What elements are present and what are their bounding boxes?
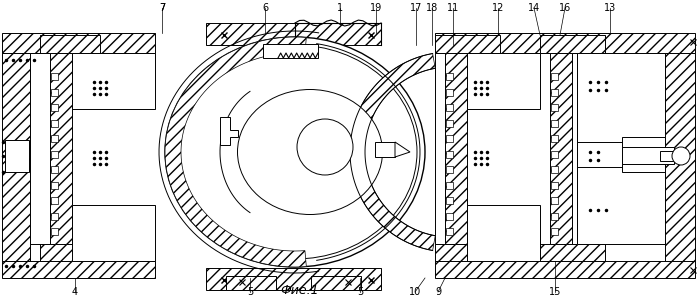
Bar xyxy=(622,147,674,164)
Bar xyxy=(446,228,453,235)
Bar xyxy=(551,104,558,111)
Text: 11: 11 xyxy=(447,3,459,13)
Polygon shape xyxy=(165,37,306,267)
Text: 7: 7 xyxy=(159,3,165,13)
Text: 15: 15 xyxy=(549,287,561,297)
Polygon shape xyxy=(220,117,238,145)
Text: 13: 13 xyxy=(604,3,616,13)
Bar xyxy=(40,35,100,53)
Text: 4: 4 xyxy=(72,287,78,297)
Text: 1: 1 xyxy=(337,3,343,13)
Text: Фие.1: Фие.1 xyxy=(281,284,319,297)
Bar xyxy=(540,35,605,53)
Bar xyxy=(446,197,453,204)
Ellipse shape xyxy=(165,37,425,267)
Bar xyxy=(446,73,453,80)
Bar xyxy=(446,182,453,188)
Bar xyxy=(622,137,665,172)
Bar xyxy=(550,53,572,244)
Bar xyxy=(311,276,361,290)
Bar xyxy=(446,135,453,142)
Bar xyxy=(51,182,58,188)
Bar xyxy=(50,53,72,244)
Bar xyxy=(467,205,540,261)
Bar xyxy=(51,104,58,111)
Bar xyxy=(226,276,276,290)
Polygon shape xyxy=(350,53,435,251)
Bar xyxy=(51,88,58,95)
Bar xyxy=(467,53,540,109)
Bar xyxy=(2,33,155,53)
Bar xyxy=(551,88,558,95)
Bar xyxy=(435,261,695,278)
Bar xyxy=(577,53,665,244)
Bar xyxy=(206,23,381,45)
Bar xyxy=(51,212,58,220)
Bar xyxy=(551,119,558,127)
Bar xyxy=(51,151,58,158)
Bar xyxy=(72,53,155,109)
Ellipse shape xyxy=(173,45,417,259)
Bar xyxy=(551,151,558,158)
Ellipse shape xyxy=(238,89,382,214)
Text: 18: 18 xyxy=(426,3,438,13)
Bar xyxy=(446,88,453,95)
Bar xyxy=(2,261,155,278)
Bar xyxy=(51,73,58,80)
Bar xyxy=(665,53,695,261)
Bar xyxy=(435,33,695,53)
Text: 12: 12 xyxy=(492,3,504,13)
Bar xyxy=(660,151,682,161)
Bar xyxy=(375,142,395,157)
Bar xyxy=(263,44,318,58)
Text: 7: 7 xyxy=(159,3,165,13)
Text: 14: 14 xyxy=(528,3,540,13)
Bar xyxy=(5,140,29,172)
Circle shape xyxy=(297,119,353,175)
Bar xyxy=(540,244,605,261)
Bar xyxy=(577,142,665,167)
Text: 9: 9 xyxy=(435,287,441,297)
Text: 6: 6 xyxy=(262,3,268,13)
Bar xyxy=(51,197,58,204)
Bar xyxy=(446,151,453,158)
Text: 10: 10 xyxy=(409,287,421,297)
Bar xyxy=(551,228,558,235)
Bar xyxy=(446,166,453,173)
Bar xyxy=(51,135,58,142)
Bar xyxy=(51,166,58,173)
Bar xyxy=(572,53,577,244)
Bar xyxy=(446,104,453,111)
Bar xyxy=(551,135,558,142)
Bar xyxy=(551,212,558,220)
Bar xyxy=(51,228,58,235)
Bar xyxy=(551,166,558,173)
Text: 5: 5 xyxy=(357,287,363,297)
Text: 16: 16 xyxy=(559,3,571,13)
Text: 19: 19 xyxy=(370,3,382,13)
Bar xyxy=(206,268,381,290)
Bar xyxy=(551,73,558,80)
Bar xyxy=(72,205,155,261)
Bar xyxy=(30,53,50,244)
Bar xyxy=(446,212,453,220)
Bar xyxy=(40,244,100,261)
Bar xyxy=(51,119,58,127)
Bar xyxy=(445,53,467,244)
Bar xyxy=(551,197,558,204)
Text: 5: 5 xyxy=(247,287,253,297)
Bar xyxy=(435,244,500,261)
Bar xyxy=(446,119,453,127)
Bar xyxy=(435,35,500,53)
Bar xyxy=(2,53,30,261)
Text: 17: 17 xyxy=(410,3,422,13)
Circle shape xyxy=(672,147,690,165)
Bar xyxy=(551,182,558,188)
Polygon shape xyxy=(395,142,410,157)
Bar xyxy=(435,53,445,244)
